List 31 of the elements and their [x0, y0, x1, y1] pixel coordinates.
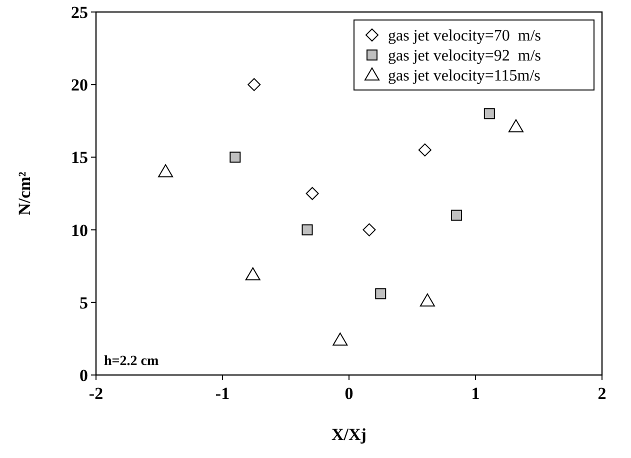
x-tick-label: -2 — [88, 384, 104, 403]
point — [245, 267, 260, 280]
y-axis-title: N/cm² — [15, 172, 34, 216]
legend-label: gas jet velocity=115m/s — [388, 68, 540, 85]
annotation: h=2.2 cm — [104, 354, 159, 369]
legend-label: gas jet velocity=70 m/s — [388, 28, 541, 45]
point — [248, 78, 261, 92]
x-axis-title: X/Xj — [332, 425, 366, 444]
y-tick-label: 10 — [71, 220, 88, 240]
point — [158, 164, 174, 178]
point — [306, 187, 319, 200]
point — [418, 143, 432, 156]
point — [484, 108, 495, 120]
point — [302, 224, 313, 236]
point — [230, 152, 241, 163]
y-tick-label: 25 — [71, 2, 88, 22]
x-tick-label: 1 — [471, 384, 480, 403]
point — [420, 293, 435, 306]
y-tick-label: 5 — [80, 293, 88, 312]
x-tick-label: 0 — [344, 384, 354, 403]
x-tick-label: 2 — [598, 384, 606, 403]
y-tick-label: 0 — [80, 366, 88, 385]
point — [362, 223, 376, 236]
point — [451, 210, 462, 221]
y-tick-label: 15 — [71, 148, 88, 168]
legend-label: gas jet velocity=92 m/s — [388, 48, 541, 65]
y-tick-label: 20 — [71, 76, 88, 95]
point — [332, 332, 348, 346]
point — [375, 288, 386, 300]
x-tick-label: -1 — [215, 384, 230, 403]
point — [508, 119, 524, 132]
